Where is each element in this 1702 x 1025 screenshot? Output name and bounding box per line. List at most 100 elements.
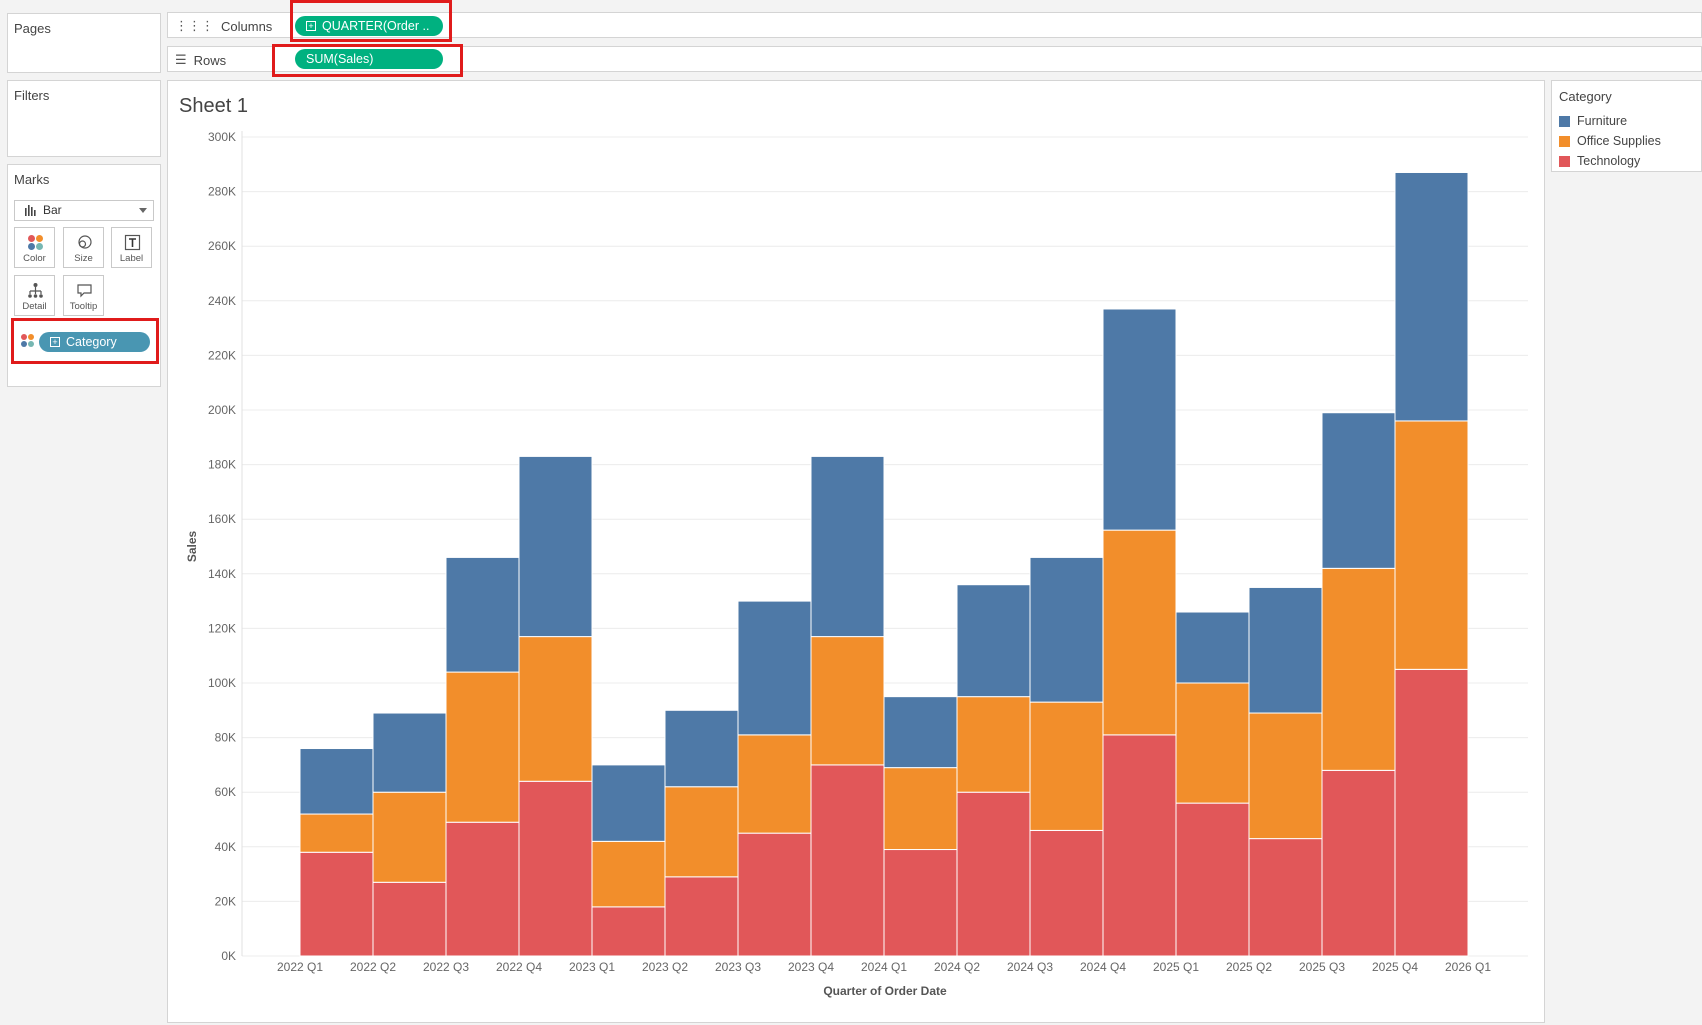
rows-sales-pill[interactable]: SUM(Sales) [295, 49, 443, 69]
bar-segment [591, 906, 666, 957]
bar-segment [1248, 838, 1323, 957]
legend-label: Office Supplies [1577, 134, 1661, 148]
bar-segment [299, 813, 374, 853]
bar-segment [664, 876, 739, 957]
rows-label: Rows [193, 52, 227, 68]
y-tick-label: 180K [208, 458, 236, 472]
size-button-label: Size [74, 253, 93, 264]
rows-icon: ☰ [175, 52, 187, 67]
x-tick-label: 2022 Q2 [350, 960, 396, 974]
color-button[interactable]: Color [14, 227, 55, 268]
category-color-pill[interactable]: + Category [39, 332, 150, 352]
bar-segment [1321, 769, 1396, 957]
bar-segment [1321, 567, 1396, 771]
x-tick-label: 2022 Q4 [496, 960, 542, 974]
y-tick-label: 120K [208, 621, 236, 635]
bar-segment [1175, 802, 1250, 957]
pages-title: Pages [14, 21, 51, 36]
bar-chart-icon [25, 205, 36, 216]
bar-segment [1102, 529, 1177, 736]
legend-title: Category [1559, 89, 1612, 104]
bar-segment [1394, 668, 1469, 957]
y-tick-label: 140K [208, 567, 236, 581]
bar-segment [591, 840, 666, 908]
bar-segment [956, 791, 1031, 957]
y-axis-title: Sales [185, 530, 199, 562]
y-tick-label: 60K [215, 785, 236, 799]
y-tick-label: 240K [208, 294, 236, 308]
y-tick-label: 160K [208, 512, 236, 526]
rows-shelf-label: ☰ Rows [175, 52, 226, 68]
bar-segment [1248, 712, 1323, 840]
x-tick-label: 2024 Q3 [1007, 960, 1053, 974]
y-tick-label: 220K [208, 348, 236, 362]
y-tick-label: 0K [221, 949, 236, 963]
tooltip-button-label: Tooltip [69, 301, 98, 312]
bar-segment [956, 584, 1031, 698]
legend-swatch [1559, 115, 1570, 127]
size-icon [78, 235, 92, 249]
rows-pill-label: SUM(Sales) [306, 52, 374, 66]
bar-segment [737, 832, 812, 957]
bar-segment [445, 821, 520, 957]
bar-segment [956, 696, 1031, 793]
legend-item-furniture[interactable]: Furniture [1559, 114, 1627, 128]
bar-segment [1102, 734, 1177, 957]
bar-segment [883, 849, 958, 957]
x-tick-label: 2025 Q2 [1226, 960, 1272, 974]
filters-title: Filters [14, 88, 50, 103]
x-tick-label: 2023 Q1 [569, 960, 615, 974]
y-tick-label: 100K [208, 676, 236, 690]
x-tick-label: 2025 Q1 [1153, 960, 1199, 974]
x-tick-label: 2025 Q3 [1299, 960, 1345, 974]
x-tick-label: 2022 Q1 [277, 960, 323, 974]
tooltip-button[interactable]: Tooltip [63, 275, 104, 316]
color-icon [28, 235, 43, 250]
pages-shelf[interactable]: Pages [7, 13, 161, 73]
marks-title: Marks [14, 172, 50, 187]
color-encoding-icon [21, 334, 34, 347]
x-tick-label: 2025 Q4 [1372, 960, 1418, 974]
label-button-label: Label [119, 253, 144, 264]
category-pill-label: Category [66, 335, 117, 349]
bar-segment [883, 767, 958, 851]
bar-segment [737, 734, 812, 834]
bar-segment [518, 455, 593, 638]
expand-icon[interactable]: + [50, 337, 60, 347]
color-button-label: Color [23, 253, 46, 264]
bar-segment [1248, 586, 1323, 714]
bar-segment [883, 696, 958, 769]
tooltip-icon [77, 284, 92, 298]
detail-button[interactable]: Detail [14, 275, 55, 316]
detail-button-label: Detail [22, 301, 47, 312]
columns-label: Columns [221, 18, 273, 34]
legend-item-technology[interactable]: Technology [1559, 154, 1640, 168]
label-button[interactable]: Label [111, 227, 152, 268]
bar-segment [372, 881, 447, 957]
chevron-down-icon[interactable] [139, 208, 147, 213]
x-tick-label: 2024 Q2 [934, 960, 980, 974]
mark-type-label: Bar [43, 203, 62, 217]
detail-icon [28, 283, 43, 298]
bar-segment [372, 791, 447, 883]
bar-segment [1102, 308, 1177, 531]
bar-segment [737, 600, 812, 736]
y-tick-label: 280K [208, 185, 236, 199]
legend-swatch [1559, 135, 1570, 147]
expand-icon[interactable]: + [306, 21, 316, 31]
legend-item-office-supplies[interactable]: Office Supplies [1559, 134, 1661, 148]
filters-shelf[interactable]: Filters [7, 80, 161, 157]
bar-segment [372, 712, 447, 793]
x-tick-label: 2024 Q4 [1080, 960, 1126, 974]
bar-segment [445, 556, 520, 673]
size-button[interactable]: Size [63, 227, 104, 268]
mark-type-dropdown[interactable]: Bar [14, 200, 154, 221]
bar-segment [1321, 412, 1396, 569]
y-tick-label: 40K [215, 840, 236, 854]
text-icon [124, 234, 141, 251]
bar-segment [810, 636, 885, 766]
x-tick-label: 2023 Q3 [715, 960, 761, 974]
columns-quarter-pill[interactable]: + QUARTER(Order .. [295, 16, 443, 36]
bar-segment [1029, 556, 1104, 703]
sheet-title: Sheet 1 [179, 95, 248, 117]
